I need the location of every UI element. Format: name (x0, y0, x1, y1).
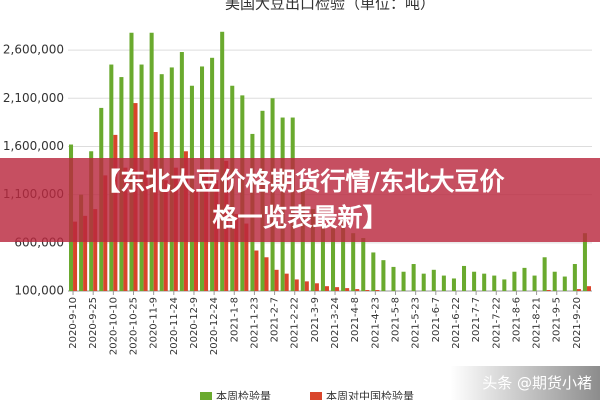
bar (492, 275, 497, 291)
bar (310, 209, 315, 291)
y-tick-label: 1,600,000 (3, 139, 64, 153)
chart-title: 美国大豆出口检验（单位：吨） (225, 0, 435, 13)
x-tick-label: 2021-9-20 (572, 297, 583, 349)
bar (294, 279, 299, 291)
bar (411, 264, 416, 291)
x-tick-label: 2021-3-24 (330, 297, 341, 349)
bar (73, 221, 78, 291)
y-tick-label: 2,600,000 (3, 43, 64, 57)
bar (391, 266, 396, 291)
bar (482, 273, 487, 291)
x-tick-label: 2021-2-7 (270, 297, 281, 342)
x-tick-label: 2021-6-22 (451, 297, 462, 349)
x-tick-label: 2020-11-9 (149, 297, 160, 349)
y-tick-label: 100,000 (14, 284, 64, 298)
bar (361, 238, 366, 291)
x-tick-label: 2020-10-10 (108, 297, 119, 355)
bar (572, 264, 577, 291)
x-tick-label: 2021-6-7 (431, 297, 442, 342)
bar (371, 252, 376, 291)
bar (586, 286, 591, 291)
x-tick-label: 2020-11-24 (169, 297, 180, 355)
bar (532, 275, 537, 291)
x-tick-label: 2021-7-22 (491, 297, 502, 349)
bar (431, 269, 436, 291)
x-tick-label: 2021-2-22 (290, 297, 301, 349)
headline-band: 【东北大豆价格期货行情/东北大豆价格一览表最新】 (0, 158, 600, 242)
legend-label: 本周检验量 (216, 389, 271, 400)
x-tick-label: 2021-4-23 (370, 297, 381, 349)
bar (351, 233, 356, 291)
x-tick-label: 2020-10-25 (129, 297, 140, 355)
bar (244, 223, 249, 291)
bar (320, 223, 325, 291)
x-tick-label: 2021-8-21 (532, 297, 543, 349)
bar (274, 269, 279, 291)
bar (324, 286, 329, 291)
bar (284, 273, 289, 291)
bar (502, 279, 507, 291)
bar (582, 233, 587, 291)
x-tick-label: 2021-8-6 (511, 297, 522, 342)
bar (355, 289, 360, 291)
bar (546, 290, 551, 291)
x-tick-label: 2020-12-24 (209, 297, 220, 355)
legend-swatch (200, 392, 212, 400)
legend-label: 本周对中国检验量 (326, 389, 414, 400)
bar (451, 278, 456, 291)
bar (264, 257, 269, 291)
x-tick-label: 2021-1-23 (249, 297, 260, 349)
x-tick-label: 2021-3-9 (310, 297, 321, 342)
bar (462, 265, 467, 291)
bar (401, 271, 406, 291)
bar (79, 194, 84, 291)
bar (381, 260, 386, 291)
x-tick-label: 2021-5-23 (411, 297, 422, 349)
x-tick-label: 2020-9-25 (88, 297, 99, 349)
bar (83, 215, 88, 291)
bar (331, 228, 336, 291)
bar (254, 250, 259, 291)
bar (576, 289, 581, 291)
x-tick-label: 2021-9-5 (552, 297, 563, 342)
bar (341, 218, 346, 291)
bar (552, 271, 557, 291)
x-tick-label: 2021-7-7 (471, 297, 482, 342)
bar (472, 271, 477, 291)
bar (421, 273, 426, 291)
bar (512, 271, 517, 291)
bar (375, 290, 380, 291)
x-tick-label: 2021-1-8 (229, 297, 240, 342)
bar (345, 288, 350, 291)
bar (441, 275, 446, 291)
watermark: 头条 @期货小褚 (450, 366, 600, 400)
bar (562, 276, 567, 291)
legend-swatch (310, 392, 322, 400)
bar (314, 283, 319, 291)
bar (335, 287, 340, 291)
bar (234, 213, 239, 291)
bar (542, 257, 547, 291)
x-tick-label: 2021-5-8 (391, 297, 402, 342)
headline: 【东北大豆价格期货行情/东北大豆价格一览表最新】 (95, 167, 505, 232)
bar (365, 290, 370, 291)
bar (522, 267, 527, 291)
y-tick-label: 2,100,000 (3, 91, 64, 105)
bar (304, 281, 309, 291)
x-tick-label: 2020-12-9 (189, 297, 200, 349)
bar (93, 209, 98, 291)
x-tick-label: 2021-4-8 (350, 297, 361, 342)
x-tick-label: 2020-9-10 (68, 297, 79, 349)
